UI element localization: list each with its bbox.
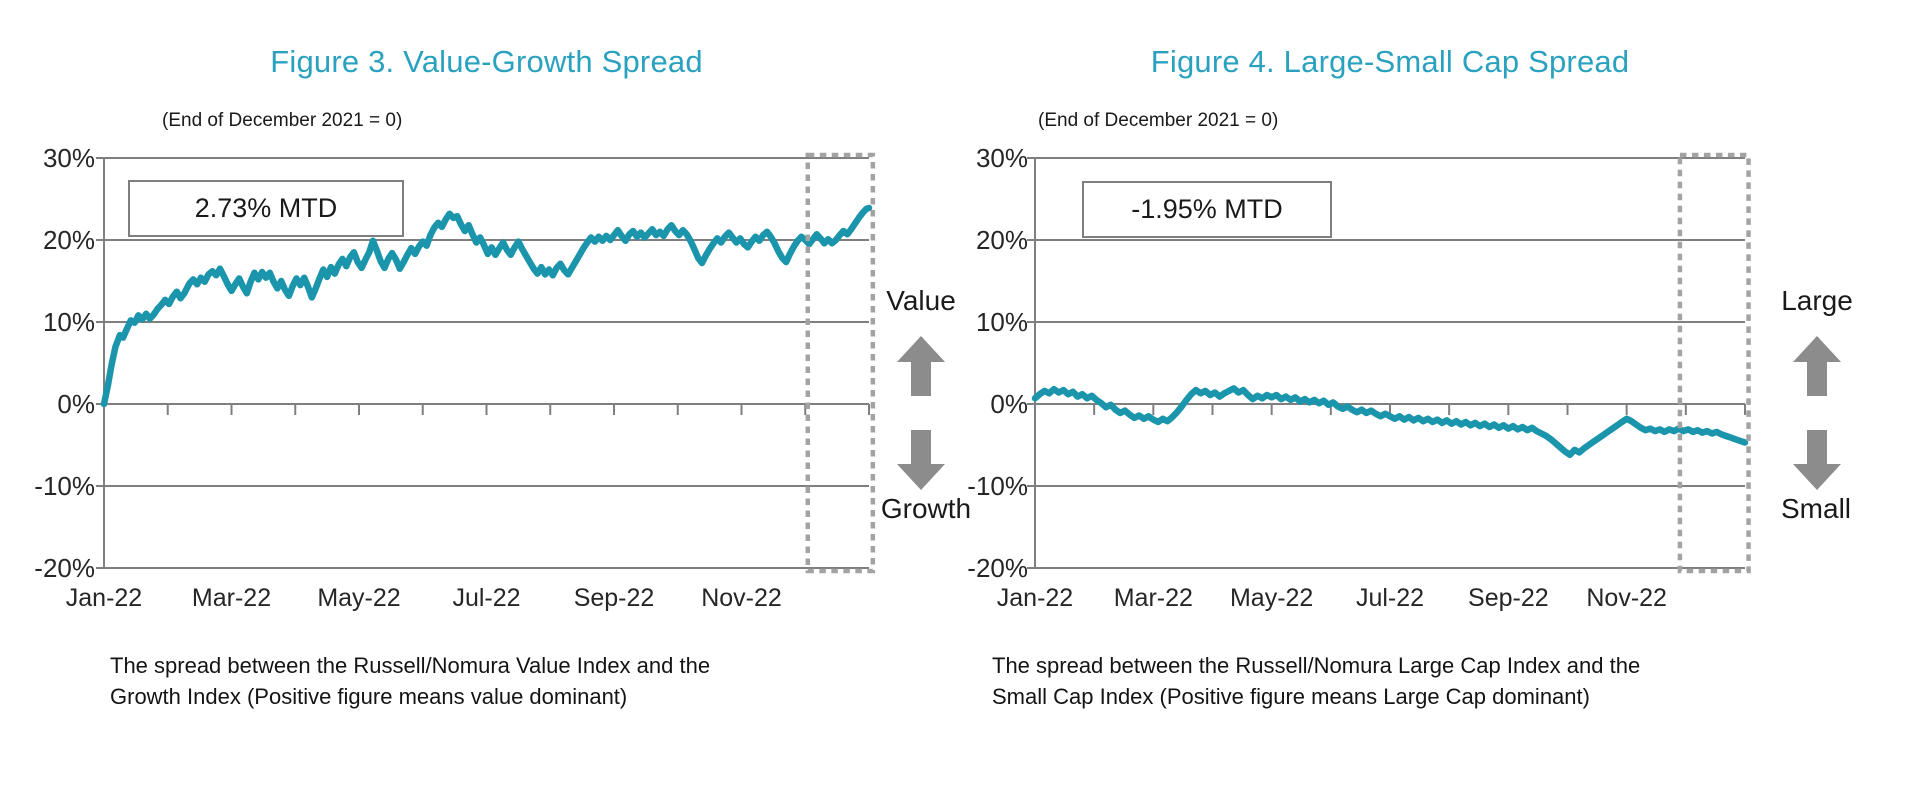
figure4-caption-line2: Small Cap Index (Positive figure means L… (992, 684, 1590, 710)
large-small-cap-spread-xtick-label: Jul-22 (1355, 584, 1425, 612)
large-small-cap-spread-ytick-label: 0% (990, 389, 1028, 419)
figure3-title: Figure 3. Value-Growth Spread (270, 44, 703, 79)
value-growth-spread-plot (96, 152, 876, 574)
value-growth-spread-line (100, 204, 873, 408)
large-small-cap-spread-xtick-label: May-22 (1229, 584, 1314, 612)
figure3-upper-direction-label: Value (886, 285, 956, 316)
large-small-cap-spread-plot (1027, 152, 1751, 574)
value-growth-spread-xtick-label: Jan-22 (65, 584, 143, 612)
figure4-caption: The spread between the Russell/Nomura La… (992, 650, 1792, 712)
value-growth-spread-xtick-label: Nov-22 (701, 584, 782, 612)
large-small-cap-spread-xtick-label: Jan-22 (996, 584, 1074, 612)
figure3-mtd-annotation: 2.73% MTD (128, 180, 404, 237)
large-small-cap-spread-highlight-box (1677, 152, 1751, 574)
figure4-mtd-annotation: -1.95% MTD (1082, 181, 1332, 238)
figure3-lower-direction-label: Growth (880, 493, 972, 524)
large-small-cap-spread-xtick-label: Nov-22 (1586, 584, 1667, 612)
figure4-upper-direction-label: Large (1781, 285, 1853, 316)
figure3-caption: The spread between the Russell/Nomura Va… (110, 650, 890, 712)
large-small-cap-spread-ytick-label: 20% (975, 225, 1028, 255)
large-small-cap-spread-xtick-label: Mar-22 (1113, 584, 1193, 612)
figure3-down-arrow-icon (897, 430, 945, 490)
large-small-cap-spread-line (1031, 385, 1749, 459)
value-growth-spread-ytick-label: 20% (42, 225, 95, 255)
large-small-cap-spread-xtick-label: Sep-22 (1468, 584, 1549, 612)
figure4-down-arrow-icon (1793, 430, 1841, 490)
figure4-caption-line1: The spread between the Russell/Nomura La… (992, 653, 1641, 678)
large-small-cap-spread-ytick-label: 10% (975, 307, 1028, 337)
large-small-cap-spread-ytick-label: -20% (967, 553, 1028, 583)
figure4-lower-direction-label: Small (1780, 493, 1852, 524)
value-growth-spread-xtick-label: Mar-22 (191, 584, 272, 612)
value-growth-spread-xtick-label: Jul-22 (452, 584, 521, 612)
figure3-mtd-label: 2.73% MTD (194, 193, 338, 223)
figure3-caption-line2: Growth Index (Positive figure means valu… (110, 684, 628, 710)
value-growth-spread-ytick-label: 0% (57, 389, 95, 419)
figure4-up-arrow-icon (1793, 336, 1841, 396)
figure3-up-arrow-icon (897, 336, 945, 396)
value-growth-spread-ytick-label: 30% (42, 143, 95, 173)
figure4-mtd-label: -1.95% MTD (1131, 194, 1283, 224)
figure4-title: Figure 4. Large-Small Cap Spread (1150, 44, 1630, 79)
figure4-subtitle: (End of December 2021 = 0) (1038, 110, 1279, 131)
value-growth-spread-ytick-label: -10% (34, 471, 95, 501)
large-small-cap-spread-ytick-label: 30% (975, 143, 1028, 173)
figure3-caption-line1: The spread between the Russell/Nomura Va… (110, 653, 711, 678)
value-growth-spread-xtick-label: Sep-22 (573, 584, 655, 612)
value-growth-spread-ytick-label: 10% (42, 307, 95, 337)
value-growth-spread-ytick-label: -20% (34, 553, 95, 583)
large-small-cap-spread-ytick-label: -10% (967, 471, 1028, 501)
value-growth-spread-xtick-label: May-22 (317, 584, 401, 612)
figure3-subtitle: (End of December 2021 = 0) (162, 110, 403, 131)
